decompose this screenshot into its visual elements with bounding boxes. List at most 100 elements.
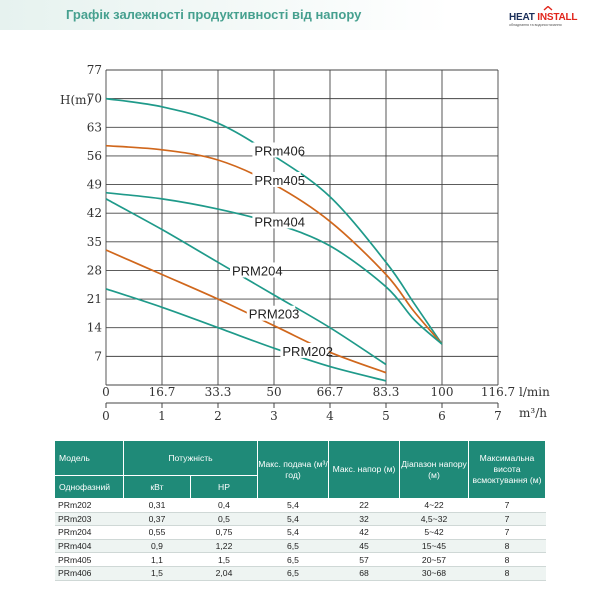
th-head-range: Діапазон напору (м)	[399, 441, 469, 499]
logo-heat: HEAT	[509, 12, 535, 23]
table-cell: 2,04	[190, 566, 258, 581]
y-tick-label: 28	[87, 263, 102, 277]
x-axis-label-m3h: m³/h	[519, 406, 547, 420]
series-line-prm202	[105, 288, 387, 382]
table-cell: 6,5	[257, 539, 329, 554]
table-cell: 22	[328, 498, 400, 513]
table-cell: 5~42	[399, 525, 469, 540]
series-line-prm204	[105, 198, 387, 366]
y-tick-label: 56	[87, 149, 102, 163]
series-label-prm203: PRM203	[249, 307, 300, 322]
house-icon	[543, 6, 553, 11]
table-cell: 0,9	[123, 539, 191, 554]
table-cell: 5,4	[257, 512, 329, 527]
table-cell: 20~57	[399, 552, 469, 567]
th-hp: HP	[190, 475, 258, 499]
table-cell: 4~22	[399, 498, 469, 513]
table-cell: 1,22	[190, 539, 258, 554]
y-tick-label: 49	[87, 178, 102, 192]
x-tick-label-lmin: 100	[431, 385, 454, 399]
series-label-prm406: PRm406	[254, 143, 305, 158]
x-tick-label-m3h: 0	[102, 409, 110, 423]
chart-series-labels: PRm406 PRm405 PRm404 PRM204 PRM203 PRM202	[230, 142, 333, 359]
y-tick-label: 42	[87, 206, 102, 220]
table-row: PRm204 0,55 0,75 5,4 42 5~42 7	[55, 525, 546, 540]
table-cell: 7	[468, 512, 546, 527]
table-cell: 0,31	[123, 498, 191, 513]
th-max-flow: Макс. подача (м³/год)	[257, 441, 329, 499]
y-tick-label: 35	[87, 235, 102, 249]
x-tick-label-lmin: 33.3	[205, 385, 232, 399]
chart-series	[105, 97, 443, 382]
table-cell: 15~45	[399, 539, 469, 554]
table-cell: 8	[468, 552, 546, 567]
table-row: PRm404 0,9 1,22 6,5 45 15~45 8	[55, 539, 546, 554]
x-tick-label-lmin: 16.7	[149, 385, 176, 399]
table-cell: 5,4	[257, 525, 329, 540]
x-tick-label-lmin: 116.7	[481, 385, 515, 399]
series-label-prm405: PRm405	[254, 173, 305, 188]
x-tick-label-m3h: 2	[214, 409, 222, 423]
logo-wordmark: HEAT INSTALL	[509, 12, 578, 23]
x-tick-label-lmin: 83.3	[373, 385, 400, 399]
series-label-prm404: PRm404	[254, 214, 305, 229]
table-cell: 0,37	[123, 512, 191, 527]
table-cell: 30~68	[399, 566, 469, 581]
y-tick-label: 77	[87, 63, 102, 77]
y-tick-label: 7	[94, 349, 102, 363]
table-cell: 8	[468, 539, 546, 554]
cell-model: PRm405	[55, 552, 124, 567]
table-row: PRm405 1,1 1,5 6,5 57 20~57 8	[55, 552, 546, 567]
table-cell: 68	[328, 566, 400, 581]
specs-table: Модель Потужність Макс. подача (м³/год) …	[55, 441, 546, 581]
cell-model: PRm202	[55, 498, 124, 513]
table-cell: 5,4	[257, 498, 329, 513]
series-line-prm203	[105, 249, 387, 374]
table-row: PRm203 0,37 0,5 5,4 32 4,5~32 7	[55, 512, 546, 527]
table-cell: 8	[468, 566, 546, 581]
header: Графік залежності продуктивності від нап…	[0, 0, 600, 30]
th-model: Модель	[55, 441, 124, 476]
table-cell: 0,4	[190, 498, 258, 513]
table-cell: 1,1	[123, 552, 191, 567]
x-tick-label-m3h: 5	[382, 409, 390, 423]
x-tick-label-lmin: 50	[266, 385, 281, 399]
y-tick-label: 21	[87, 292, 102, 306]
series-line-prm405	[105, 144, 443, 345]
table-cell: 4,5~32	[399, 512, 469, 527]
table-cell: 1,5	[190, 552, 258, 567]
y-tick-label: 14	[87, 321, 103, 335]
y-tick-label: 63	[87, 120, 102, 134]
table-cell: 6,5	[257, 566, 329, 581]
x-axis-label-lmin: l/min	[519, 385, 550, 399]
table-cell: 57	[328, 552, 400, 567]
table-row: PRm406 1,5 2,04 6,5 68 30~68 8	[55, 566, 546, 581]
series-label-bg	[280, 342, 329, 358]
series-label-bg	[252, 142, 301, 158]
series-line-prm404	[105, 191, 443, 345]
cell-model: PRm406	[55, 566, 124, 581]
series-label-bg	[252, 213, 301, 229]
cell-model: PRm404	[55, 539, 124, 554]
table-cell: 42	[328, 525, 400, 540]
logo-install: INSTALL	[534, 12, 578, 23]
x-tick-label-lmin: 0	[102, 385, 110, 399]
series-label-bg	[246, 305, 296, 321]
cell-model: PRm204	[55, 525, 124, 540]
table-cell: 0,5	[190, 512, 258, 527]
series-line-prm406	[105, 97, 443, 345]
table-cell: 7	[468, 498, 546, 513]
x-tick-label-m3h: 1	[158, 409, 166, 423]
th-max-head: Макс. напор (м)	[328, 441, 400, 499]
series-label-bg	[230, 262, 279, 278]
x-tick-label-m3h: 4	[326, 409, 334, 423]
series-label-prm204: PRM204	[232, 263, 283, 278]
th-max-suction: Максимальна висота всмоктування (м)	[468, 441, 546, 499]
brand-logo: HEAT INSTALL обладнання та водопостачанн…	[509, 6, 595, 28]
header-band	[0, 0, 600, 30]
x-tick-label-m3h: 7	[494, 409, 502, 423]
series-label-prm202: PRM202	[282, 344, 333, 359]
x-tick-label-m3h: 3	[270, 409, 278, 423]
